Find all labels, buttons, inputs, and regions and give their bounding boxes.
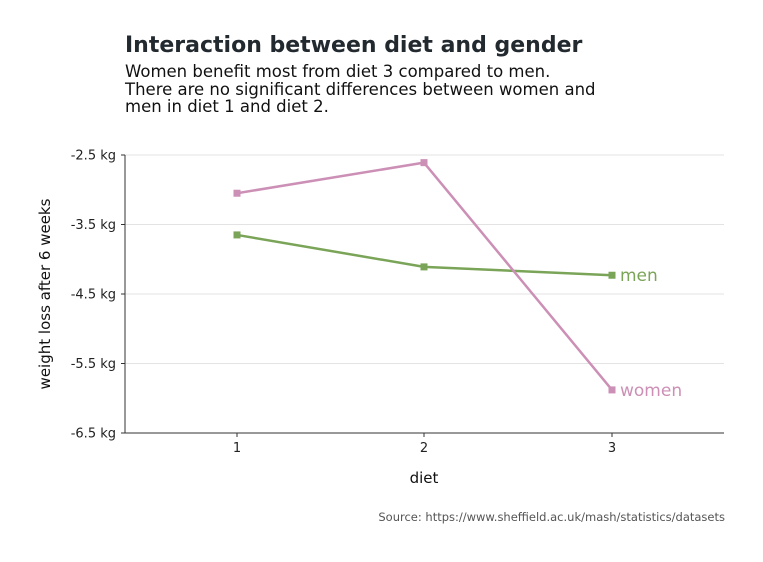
source-note: Source: https://www.sheffield.ac.uk/mash… — [378, 510, 725, 524]
data-point-women — [420, 159, 428, 167]
data-point-women — [608, 386, 616, 394]
data-point-men — [233, 231, 241, 239]
data-point-women — [233, 189, 241, 197]
subtitle-line: Women benefit most from diet 3 compared … — [125, 62, 551, 81]
x-tick-label: 2 — [420, 441, 428, 456]
y-tick-label: -4.5 kg — [71, 288, 116, 303]
subtitle-line: There are no significant differences bet… — [125, 79, 596, 99]
chart-subtitle: Women benefit most from diet 3 compared … — [125, 63, 645, 116]
y-tick-label: -5.5 kg — [71, 357, 116, 372]
data-point-men — [420, 263, 428, 271]
x-axis-label: diet — [410, 469, 439, 487]
series-label-women: women — [620, 381, 682, 401]
axes: -2.5 kg -3.5 kg -4.5 kg -5.5 kg -6.5 kg 1 2 3 — [71, 149, 724, 456]
gridlines — [125, 154, 724, 364]
x-tick-label: 1 — [233, 441, 241, 456]
series-label-men: men — [620, 266, 658, 286]
y-axis-label: weight loss after 6 weeks — [36, 198, 54, 389]
y-tick-label: -6.5 kg — [71, 427, 116, 442]
x-tick-label: 3 — [608, 441, 616, 456]
y-tick-label: -2.5 kg — [71, 149, 116, 164]
series-group: men women — [233, 159, 682, 401]
data-point-men — [608, 271, 616, 279]
y-tick-label: -3.5 kg — [71, 218, 116, 233]
series-line-women — [236, 161, 613, 391]
chart-title: Interaction between diet and gender — [125, 33, 583, 58]
subtitle-line: men in diet 1 and diet 2. — [125, 97, 329, 116]
